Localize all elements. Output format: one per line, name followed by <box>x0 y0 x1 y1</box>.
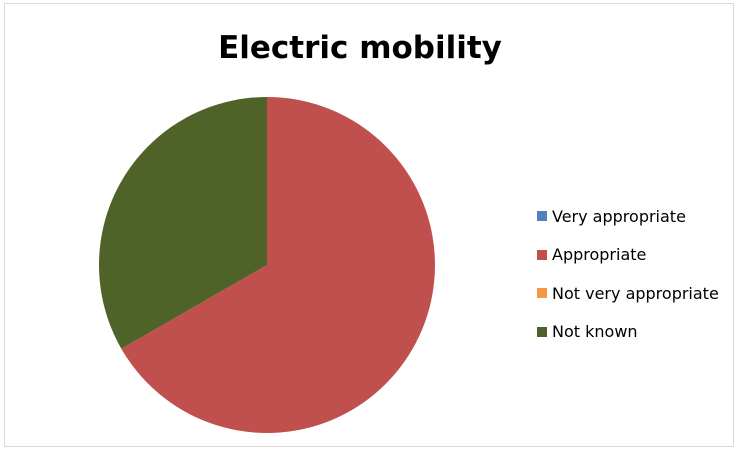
legend-item-not-very-appropriate: Not very appropriate <box>537 274 737 313</box>
legend: Very appropriate Appropriate Not very ap… <box>537 197 737 351</box>
legend-label-very-appropriate: Very appropriate <box>552 206 686 226</box>
legend-label-not-known: Not known <box>552 322 638 342</box>
legend-item-not-known: Not known <box>537 313 737 352</box>
pie-slice-not-known <box>98 97 267 349</box>
legend-swatch-appropriate <box>537 249 547 260</box>
legend-item-very-appropriate: Very appropriate <box>537 197 737 236</box>
legend-item-appropriate: Appropriate <box>537 236 737 275</box>
legend-swatch-not-very-appropriate <box>537 288 547 299</box>
legend-label-not-very-appropriate: Not very appropriate <box>552 283 719 303</box>
chart-title: Electric mobility <box>218 30 502 66</box>
legend-label-appropriate: Appropriate <box>552 245 647 265</box>
legend-swatch-very-appropriate <box>537 211 547 222</box>
legend-swatch-not-known <box>537 326 547 337</box>
pie-slice-appropriate <box>121 97 435 433</box>
